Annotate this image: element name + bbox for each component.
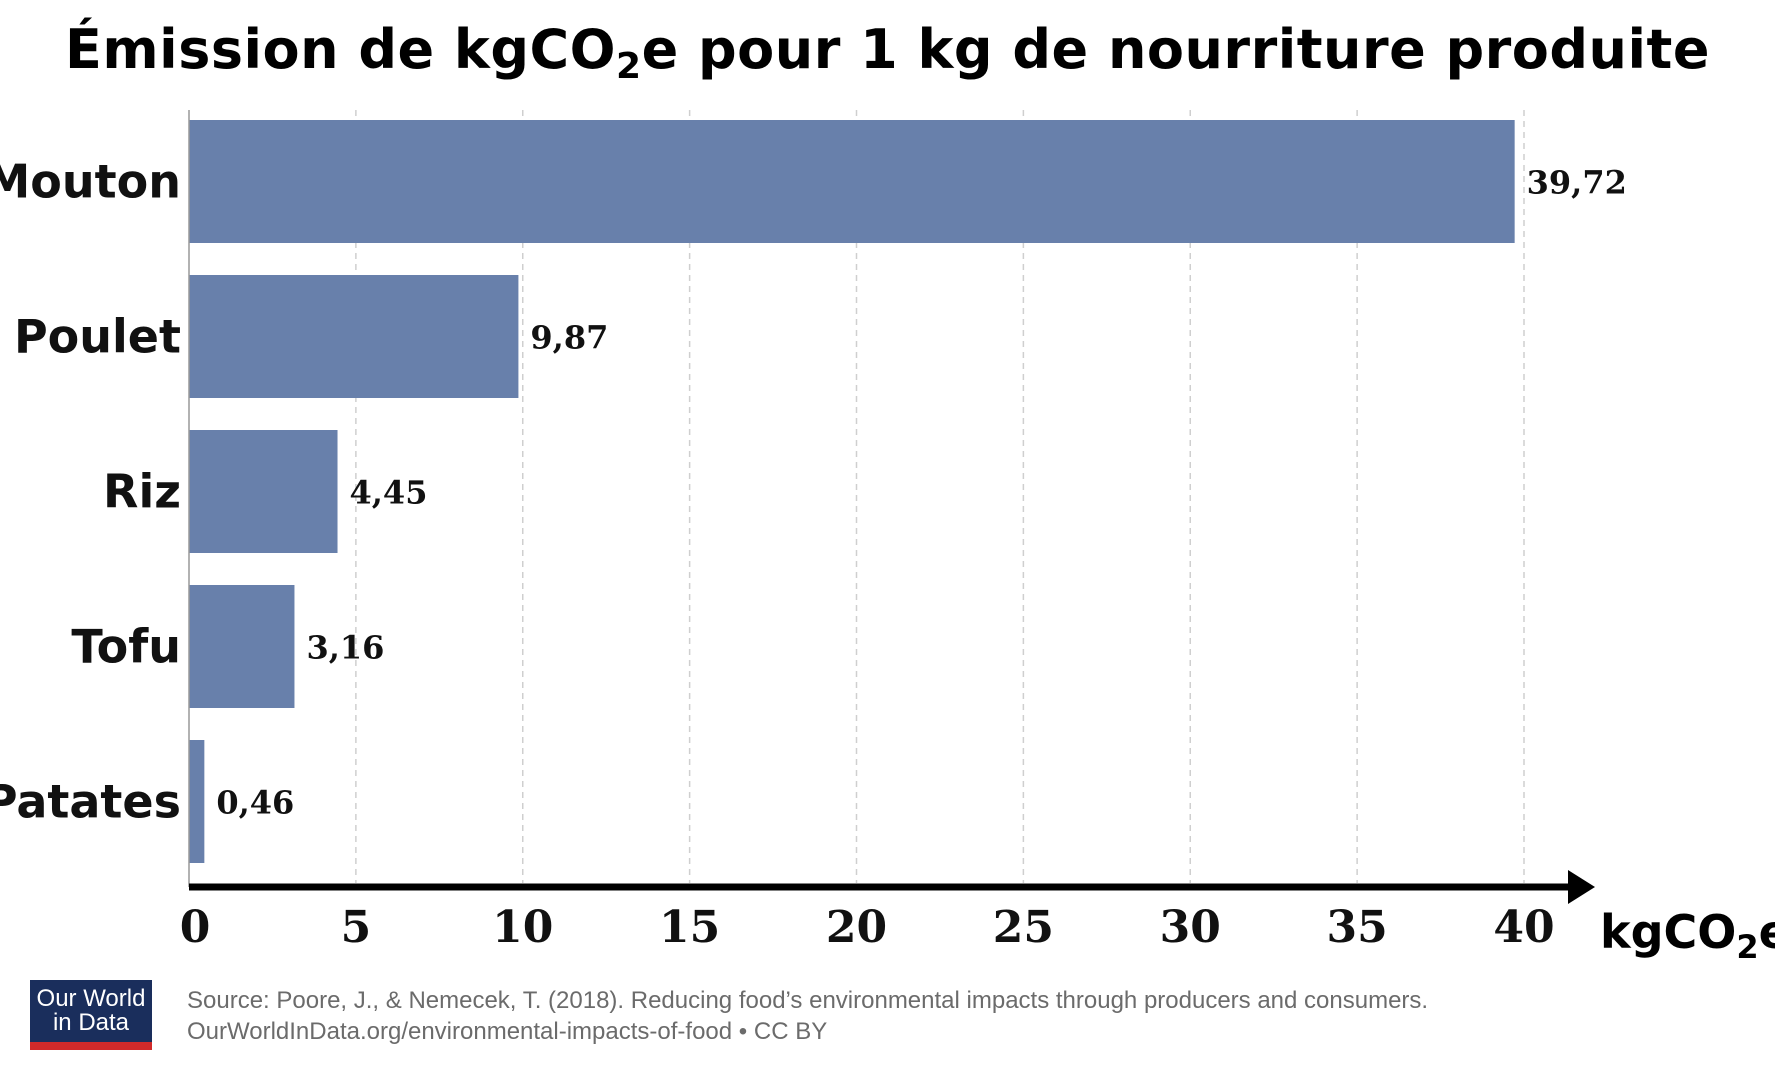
category-label: Tofu bbox=[71, 620, 181, 674]
bars bbox=[189, 120, 1515, 863]
logo-line-2: in Data bbox=[52, 1009, 130, 1036]
source-note: Source: Poore, J., & Nemecek, T. (2018).… bbox=[187, 985, 1428, 1047]
grid-lines bbox=[355, 110, 1525, 883]
value-label: 0,46 bbox=[216, 784, 294, 822]
category-label: Poulet bbox=[14, 310, 181, 364]
tick-label: 20 bbox=[826, 902, 887, 953]
bar bbox=[189, 740, 205, 863]
x-axis-unit: kgCO2e bbox=[1600, 905, 1775, 966]
bar bbox=[189, 275, 519, 398]
value-label: 3,16 bbox=[306, 629, 384, 667]
category-label: Mouton bbox=[0, 155, 181, 209]
bar bbox=[189, 585, 295, 708]
logo-line-1: Our World bbox=[36, 985, 146, 1012]
category-label: Patates bbox=[0, 775, 181, 829]
bar bbox=[189, 120, 1515, 243]
source-line-1: Source: Poore, J., & Nemecek, T. (2018).… bbox=[187, 987, 1429, 1014]
value-label: 4,45 bbox=[350, 474, 428, 512]
tick-label: 30 bbox=[1160, 902, 1221, 953]
tick-label: 35 bbox=[1327, 902, 1388, 953]
value-label: 39,72 bbox=[1527, 164, 1627, 202]
owid-logo: Our World in Data bbox=[30, 980, 152, 1050]
tick-label: 10 bbox=[492, 902, 553, 953]
tick-label: 40 bbox=[1493, 902, 1554, 953]
category-label: Riz bbox=[103, 465, 181, 519]
labels: Mouton 39,72 Poulet 9,87 Riz 4,45 Tofu 3,16 Pata… bbox=[0, 155, 1627, 954]
chart-title: Émission de kgCO2e pour 1 kg de nourritu… bbox=[65, 18, 1710, 87]
value-label: 9,87 bbox=[530, 319, 608, 357]
tick-label: 0 bbox=[180, 902, 211, 953]
bar bbox=[189, 430, 338, 553]
tick-label: 15 bbox=[659, 902, 720, 953]
x-axis bbox=[188, 110, 1595, 904]
tick-label: 5 bbox=[341, 902, 372, 953]
x-axis-arrowhead bbox=[1568, 870, 1595, 904]
tick-label: 25 bbox=[993, 902, 1054, 953]
source-line-2: OurWorldInData.org/environmental-impacts… bbox=[187, 1018, 828, 1045]
